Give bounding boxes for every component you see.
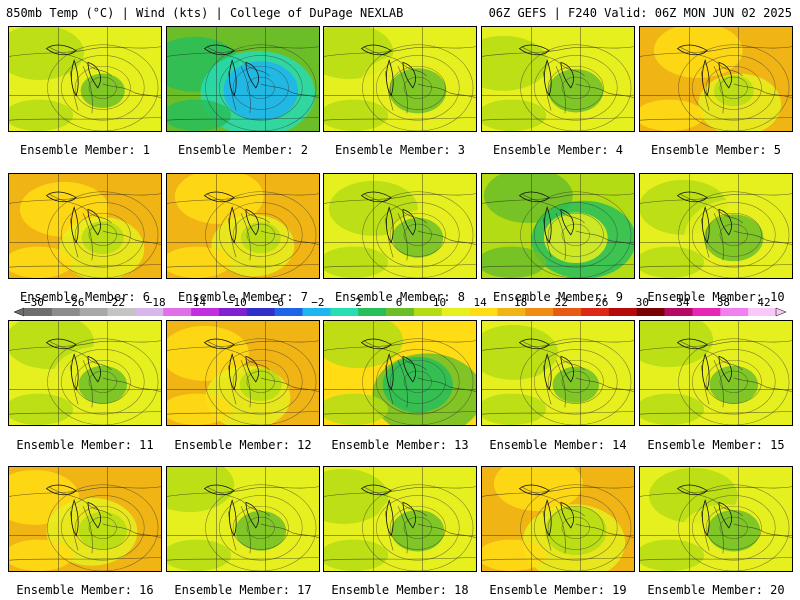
temperature-colorbar: −30 −26 −22 −18 −14 −10 −6 −2 2 6 10 14 18 22 26 30 34 38… xyxy=(13,297,787,317)
colorbar-swatch xyxy=(497,308,526,316)
colorbar-tick-label: −30 xyxy=(24,297,44,309)
colorbar-swatch xyxy=(330,308,359,316)
ensemble-map-panel xyxy=(166,26,320,132)
colorbar-swatch xyxy=(135,308,164,316)
ensemble-member-caption: Ensemble Member: 15 xyxy=(647,438,785,452)
colorbar-tick-label: 26 xyxy=(595,297,608,309)
ensemble-member-caption: Ensemble Member: 3 xyxy=(334,143,466,157)
colorbar-swatch xyxy=(720,308,749,316)
colorbar-tick-label: 38 xyxy=(717,297,730,309)
colorbar-tick-label: 2 xyxy=(355,297,362,309)
colorbar-swatch xyxy=(692,308,721,316)
colorbar-tick-label: 18 xyxy=(514,297,527,309)
ensemble-member-caption: Ensemble Member: 10 xyxy=(647,290,785,304)
ensemble-map-panel xyxy=(481,466,635,572)
colorbar-swatch xyxy=(51,308,81,316)
ensemble-map-panel xyxy=(8,320,162,426)
colorbar-tick-label: 6 xyxy=(396,297,403,309)
colorbar-swatch xyxy=(24,308,53,316)
ensemble-member-caption: Ensemble Member: 14 xyxy=(489,438,627,452)
colorbar-swatch xyxy=(358,308,387,316)
colorbar-swatch xyxy=(79,308,108,316)
ensemble-member-caption: Ensemble Member: 18 xyxy=(331,583,469,597)
ensemble-map-panel xyxy=(639,173,793,279)
colorbar-swatch xyxy=(636,308,665,316)
colorbar-swatch xyxy=(386,308,415,316)
colorbar-tick-label: 10 xyxy=(433,297,446,309)
ensemble-map-panel xyxy=(8,466,162,572)
colorbar-swatch xyxy=(748,308,777,316)
colorbar-swatch xyxy=(581,308,610,316)
ensemble-member-caption: Ensemble Member: 13 xyxy=(331,438,469,452)
colorbar-swatch xyxy=(218,308,248,316)
ensemble-member-caption: Ensemble Member: 11 xyxy=(16,438,154,452)
ensemble-map-panel xyxy=(481,173,635,279)
colorbar-tick-label: −14 xyxy=(186,297,206,309)
ensemble-member-caption: Ensemble Member: 4 xyxy=(492,143,624,157)
ensemble-member-caption: Ensemble Member: 9 xyxy=(492,290,624,304)
colorbar-swatch xyxy=(469,308,498,316)
colorbar-swatch xyxy=(413,308,443,316)
colorbar-swatch xyxy=(274,308,303,316)
colorbar-swatch xyxy=(107,308,136,316)
ensemble-member-caption: Ensemble Member: 7 xyxy=(177,290,309,304)
colorbar-swatch xyxy=(525,308,554,316)
ensemble-map-panel xyxy=(481,320,635,426)
colorbar-high-arrow xyxy=(775,307,787,317)
colorbar-tick-label: −6 xyxy=(271,297,284,309)
colorbar-tick-label: 34 xyxy=(676,297,690,309)
ensemble-map-panel xyxy=(639,26,793,132)
colorbar-tick-label: 30 xyxy=(636,297,649,309)
ensemble-map-panel xyxy=(166,466,320,572)
ensemble-map-panel xyxy=(323,173,477,279)
colorbar-swatch xyxy=(441,308,470,316)
colorbar-tick-label: −10 xyxy=(227,297,247,309)
ensemble-map-panel xyxy=(323,320,477,426)
colorbar-tick-label: 14 xyxy=(473,297,487,309)
ensemble-map-panel xyxy=(639,320,793,426)
ensemble-map-panel xyxy=(323,466,477,572)
colorbar-swatch xyxy=(553,308,582,316)
colorbar-tick-label: 22 xyxy=(555,297,568,309)
colorbar-tick-label: −26 xyxy=(65,297,85,309)
ensemble-member-caption: Ensemble Member: 12 xyxy=(174,438,312,452)
ensemble-member-caption: Ensemble Member: 6 xyxy=(19,290,151,304)
ensemble-member-caption: Ensemble Member: 20 xyxy=(647,583,785,597)
colorbar-tick-label: −22 xyxy=(105,297,125,309)
ensemble-member-caption: Ensemble Member: 5 xyxy=(650,143,782,157)
colorbar-swatch xyxy=(302,308,331,316)
colorbar-low-arrow xyxy=(13,307,25,317)
ensemble-member-caption: Ensemble Member: 1 xyxy=(19,143,151,157)
colorbar-swatch xyxy=(246,308,275,316)
colorbar-swatch xyxy=(191,308,220,316)
ensemble-member-caption: Ensemble Member: 19 xyxy=(489,583,627,597)
colorbar-swatch xyxy=(664,308,693,316)
colorbar-tick-label: −18 xyxy=(146,297,166,309)
colorbar-swatch xyxy=(163,308,192,316)
ensemble-map-panel xyxy=(166,173,320,279)
ensemble-member-caption: Ensemble Member: 8 xyxy=(334,290,466,304)
ensemble-member-caption: Ensemble Member: 16 xyxy=(16,583,154,597)
colorbar-tick-label: −2 xyxy=(311,297,324,309)
ensemble-member-caption: Ensemble Member: 2 xyxy=(177,143,309,157)
ensemble-map-panel xyxy=(323,26,477,132)
colorbar-tick-label: 42 xyxy=(757,297,770,309)
run-info: 06Z GEFS | F240 Valid: 06Z MON JUN 02 20… xyxy=(488,6,792,20)
ensemble-map-panel xyxy=(8,173,162,279)
colorbar-swatch xyxy=(608,308,638,316)
ensemble-map-panel xyxy=(166,320,320,426)
ensemble-map-panel xyxy=(481,26,635,132)
ensemble-member-caption: Ensemble Member: 17 xyxy=(174,583,312,597)
chart-title: 850mb Temp (°C) | Wind (kts) | College o… xyxy=(6,6,404,20)
ensemble-map-panel xyxy=(8,26,162,132)
ensemble-map-panel xyxy=(639,466,793,572)
